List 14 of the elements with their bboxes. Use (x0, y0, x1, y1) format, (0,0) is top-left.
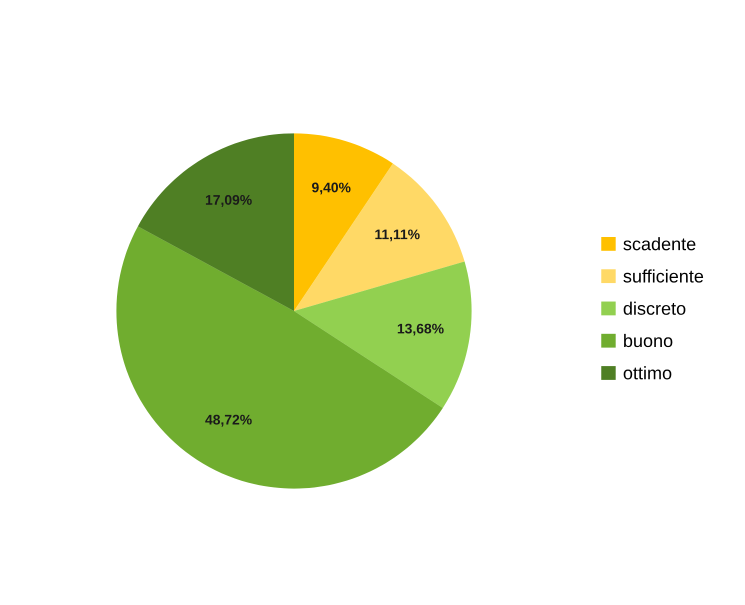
legend-label: buono (624, 334, 672, 348)
legend-label: scadente (623, 237, 696, 250)
legend-label: ottimo (624, 366, 672, 380)
data-label: 9,40% (312, 182, 351, 194)
data-label: 11,11% (375, 229, 420, 242)
legend-label: discreto (624, 302, 686, 315)
pie-slice (294, 262, 472, 408)
data-label: 48,72% (205, 414, 252, 427)
pie-slice (138, 133, 294, 311)
pie-slice (294, 163, 465, 311)
pie-slice (116, 226, 443, 489)
data-label: 17,09% (206, 195, 252, 207)
legend-label: sufficiente (623, 269, 704, 283)
data-label: 13,68% (398, 324, 444, 336)
